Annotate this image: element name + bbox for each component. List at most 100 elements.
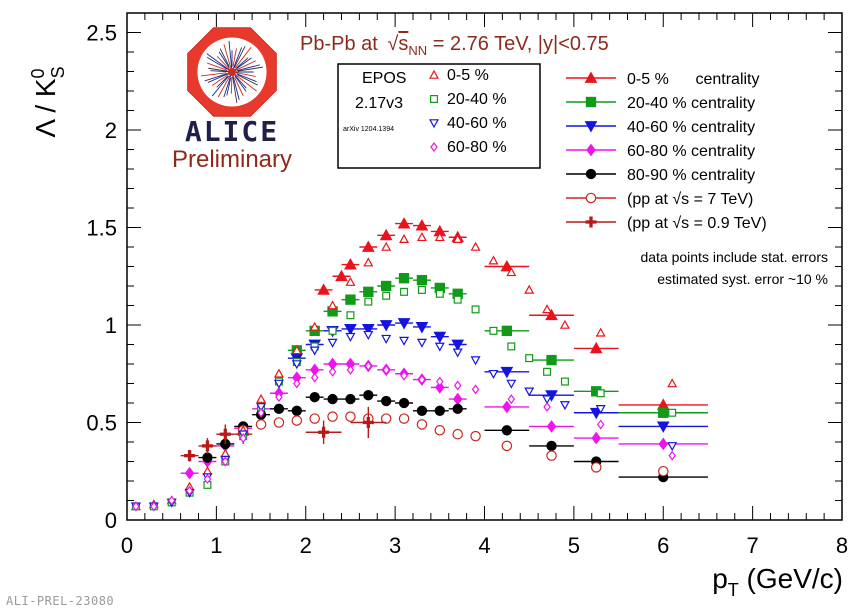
- data-point: [275, 392, 283, 403]
- data-point: [559, 401, 570, 411]
- data-point: [546, 440, 557, 452]
- model-legend-entries: 0-5 % 20-40 % 40-60 % 60-80 %: [428, 67, 507, 156]
- data-point: [185, 485, 194, 496]
- data-point: [335, 269, 348, 282]
- data-point: [501, 325, 513, 337]
- data-point: [596, 419, 605, 430]
- x-axis-label-p: p: [712, 563, 728, 594]
- logo-track: [237, 74, 258, 86]
- data-point: [362, 417, 374, 428]
- data-point: [590, 462, 602, 473]
- cross-horizontal: [184, 454, 196, 458]
- x-tick-label: 4: [478, 533, 490, 558]
- data-point: [364, 297, 373, 306]
- data-legend: 0-5 % centrality 20-40 % centrality 40-60 …: [566, 71, 767, 232]
- data-point: [501, 440, 513, 452]
- logo-track: [200, 72, 227, 77]
- data-point: [398, 397, 410, 409]
- y-axis-label: Λ / K0S: [28, 66, 68, 137]
- data-point: [346, 364, 355, 375]
- data-point: [546, 450, 557, 461]
- title-suffix: = 2.76 TeV, |y|<0.75: [427, 33, 609, 55]
- model-legend-ref: arXiv 1204.1394: [343, 126, 394, 133]
- data-point: [345, 393, 356, 405]
- data-point: [488, 255, 499, 265]
- legend-marker: [585, 192, 597, 204]
- data-point: [416, 232, 427, 242]
- data-point: [502, 400, 512, 414]
- model-legend-marker: [428, 69, 440, 79]
- data-point: [434, 405, 445, 416]
- cross-horizontal: [362, 420, 374, 425]
- data-point: [327, 300, 338, 310]
- data-point: [433, 331, 447, 344]
- note-syst-error: estimated syst. error ~10 %: [657, 271, 828, 287]
- data-point: [667, 442, 678, 452]
- data-point: [201, 440, 213, 452]
- data-point: [203, 474, 212, 485]
- data-point: [363, 257, 374, 267]
- data-point: [399, 233, 410, 243]
- data-point: [416, 405, 428, 416]
- logo-track: [223, 44, 232, 70]
- data-point: [434, 342, 445, 352]
- data-point: [398, 273, 410, 284]
- series-9: [130, 330, 678, 512]
- data-point: [318, 426, 330, 438]
- model-legend-marker: [428, 119, 440, 129]
- title-sqrt: √: [387, 33, 398, 55]
- data-point: [291, 345, 302, 355]
- data-point: [361, 240, 375, 252]
- data-point: [257, 407, 265, 418]
- data-point: [364, 360, 373, 371]
- data-point: [293, 378, 301, 389]
- logo-track: [236, 57, 249, 69]
- data-point: [507, 342, 516, 351]
- cross-horizontal: [585, 220, 597, 224]
- data-point: [381, 334, 392, 344]
- data-point: [327, 338, 338, 348]
- logo-track: [218, 51, 230, 69]
- alice-logo: [187, 27, 277, 117]
- data-point: [470, 356, 481, 366]
- legend-marker: [585, 96, 597, 108]
- logo-track: [234, 57, 252, 71]
- x-tick-label: 1: [210, 533, 222, 558]
- data-point: [416, 419, 428, 430]
- x-tick-label: 2: [300, 533, 312, 558]
- note-stat-errors: data points include stat. errors: [640, 249, 828, 265]
- data-point: [667, 378, 678, 388]
- data-point: [344, 258, 357, 270]
- data-point: [328, 326, 337, 335]
- data-point: [470, 430, 481, 442]
- logo-track: [211, 75, 230, 97]
- y-axis-label-sub: S: [48, 66, 68, 78]
- x-axis-label-sub: T: [728, 580, 739, 600]
- data-point: [273, 403, 285, 415]
- data-point: [596, 389, 605, 398]
- data-point: [344, 324, 357, 336]
- model-legend-title-1: EPOS: [362, 70, 406, 87]
- data-point: [363, 286, 374, 298]
- data-point: [345, 332, 356, 342]
- data-point: [379, 228, 393, 241]
- logo-track: [206, 57, 228, 70]
- legend-marker: [586, 143, 596, 157]
- logo-track: [232, 48, 237, 67]
- data-point: [543, 401, 551, 412]
- logo-track: [216, 75, 229, 88]
- x-tick-label: 6: [657, 533, 669, 558]
- legend-label: 0-5 % centrality: [627, 71, 760, 88]
- series-1: [287, 273, 708, 418]
- data-point: [328, 366, 337, 377]
- chart-title: Pb-Pb at √sNN = 2.76 TeV, |y|<0.75: [300, 33, 609, 58]
- legend-marker: [585, 168, 597, 180]
- data-point: [668, 408, 677, 417]
- data-point: [452, 348, 463, 358]
- series-10: [132, 360, 676, 512]
- data-point: [546, 420, 557, 433]
- data-point: [525, 354, 534, 363]
- data-point: [273, 368, 284, 378]
- title-prefix: Pb-Pb at: [300, 33, 383, 55]
